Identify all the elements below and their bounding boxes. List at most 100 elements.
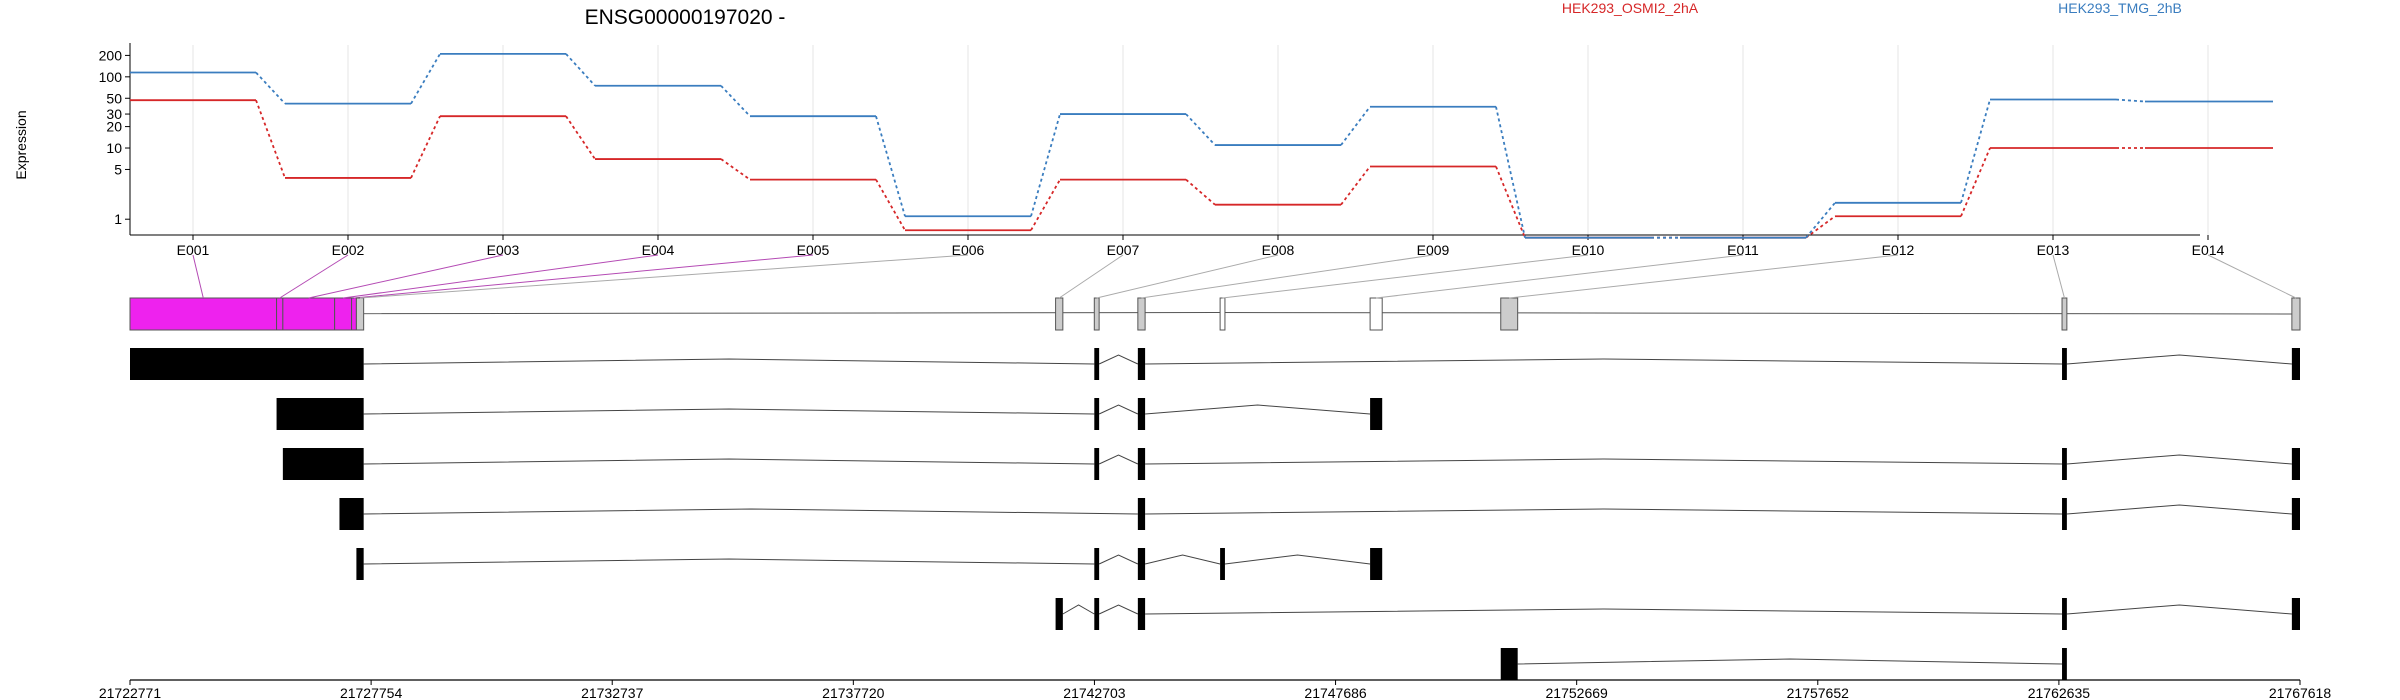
exon-connector-e013 [2052, 254, 2065, 299]
x-tick-label-e008: E008 [1262, 242, 1295, 258]
transcript-2 [276, 398, 1383, 430]
y-tick-label-50: 50 [106, 90, 122, 106]
transcript-4-exon-3 [2062, 498, 2067, 530]
transcript-4-intron-2 [1145, 508, 2063, 515]
series-0-link-e002 [410, 115, 441, 179]
exon-connector-e004 [343, 254, 659, 299]
series-0-link-e007 [1185, 178, 1216, 206]
series-1-link-e008 [1340, 106, 1371, 146]
series-1-link-e012 [1960, 99, 1991, 204]
x-tick-label-e004: E004 [642, 242, 675, 258]
exon-e001 [129, 297, 278, 331]
transcript-7-exon-2 [2062, 648, 2067, 680]
series-1-link-e013 [2115, 98, 2146, 103]
transcript-2-intron-1 [363, 408, 1095, 415]
transcript-6-intron-1 [1062, 604, 1095, 615]
exon-e007 [1055, 297, 1064, 331]
x-tick-label-e005: E005 [797, 242, 830, 258]
transcript-5-exon-1 [356, 548, 364, 580]
x-tick-label-e001: E001 [177, 242, 210, 258]
transcript-6-exon-2 [1094, 598, 1100, 630]
transcript-4-exon-4 [2291, 498, 2300, 530]
transcript-3-exon-1 [282, 448, 364, 480]
series-0-link-e006 [1030, 179, 1061, 231]
transcript-1-exon-3 [1137, 348, 1146, 380]
legend-label-tmg: HEK293_TMG_2hB [2058, 0, 2182, 16]
genomic-tick-label-21722771: 21722771 [99, 685, 162, 700]
series-0-link-e001 [255, 99, 286, 179]
exon-connector-e007 [1058, 254, 1124, 299]
x-tick-label-e014: E014 [2192, 242, 2225, 258]
transcript-6-exon-3 [1137, 598, 1146, 630]
transcript-1-intron-4 [2066, 354, 2292, 365]
y-axis-label: Expression [13, 110, 29, 179]
transcript-1-exon-1 [130, 348, 364, 380]
series-1-link-e009 [1495, 106, 1526, 238]
x-tick-label-e012: E012 [1882, 242, 1915, 258]
x-tick-label-e003: E003 [487, 242, 520, 258]
genomic-tick-label-21762635: 21762635 [2028, 685, 2091, 700]
exon-e009 [1137, 297, 1146, 331]
exon-connector-e005 [353, 254, 814, 299]
transcript-2-exon-2 [1094, 398, 1100, 430]
y-tick-label-30: 30 [106, 106, 122, 122]
exon-connector-e009 [1141, 254, 1434, 299]
series-0-link-e011 [1805, 215, 1836, 239]
transcript-4-exon-2 [1137, 498, 1146, 530]
x-tick-label-e006: E006 [952, 242, 985, 258]
transcript-1 [130, 348, 2300, 380]
series-1-link-e003 [565, 53, 596, 87]
transcript-7-intron-1 [1517, 658, 2063, 665]
genomic-tick-label-21752669: 21752669 [1546, 685, 1609, 700]
exon-e004 [334, 297, 353, 331]
x-tick-label-e002: E002 [332, 242, 365, 258]
transcript-3-intron-3 [1145, 458, 2063, 465]
transcript-4 [339, 498, 2300, 530]
transcript-1-exon-5 [2291, 348, 2300, 380]
series-0-link-e003 [565, 115, 596, 160]
transcript-2-exon-1 [276, 398, 364, 430]
x-tick-label-e007: E007 [1107, 242, 1140, 258]
genomic-tick-label-21747686: 21747686 [1304, 685, 1367, 700]
transcript-2-intron-2 [1098, 404, 1139, 415]
series-0-link-e008 [1340, 165, 1371, 206]
genomic-tick-label-21767618: 21767618 [2269, 685, 2332, 700]
x-tick-label-e011: E011 [1727, 242, 1759, 258]
x-tick-label-e009: E009 [1417, 242, 1450, 258]
exon-connector-e014 [2207, 254, 2297, 299]
transcript-2-exon-4 [1370, 398, 1383, 430]
transcript-2-exon-3 [1137, 398, 1146, 430]
exon-e011 [1369, 297, 1383, 331]
transcript-6-exon-5 [2291, 598, 2300, 630]
transcript-3-intron-1 [363, 458, 1095, 465]
transcript-2-intron-3 [1145, 404, 1371, 415]
transcript-5-exon-2 [1094, 548, 1100, 580]
transcript-6-intron-2 [1098, 604, 1139, 615]
genomic-tick-label-21737720: 21737720 [822, 685, 885, 700]
exon-connector-e001 [192, 254, 204, 299]
series-hek293_osmi2_2ha [130, 99, 2273, 239]
series-1-link-e006 [1030, 113, 1061, 217]
transcript-5-intron-3 [1144, 554, 1221, 565]
transcript-3-exon-4 [2062, 448, 2067, 480]
transcript-6 [1055, 598, 2300, 630]
transcript-3-exon-5 [2291, 448, 2300, 480]
transcript-5-intron-4 [1224, 554, 1371, 565]
exon-connector-e010 [1222, 254, 1589, 299]
series-0-link-e005 [875, 179, 906, 231]
series-hek293_tmg_2hb [130, 52, 2273, 239]
genomic-tick-label-21742703: 21742703 [1063, 685, 1126, 700]
series-1-link-e004 [720, 85, 751, 117]
exon-connector-e003 [308, 254, 504, 299]
transcript-4-exon-1 [339, 498, 364, 530]
y-tick-label-10: 10 [106, 140, 122, 156]
transcript-3 [282, 448, 2300, 480]
transcript-1-exon-4 [2062, 348, 2067, 380]
transcript-6-intron-3 [1145, 608, 2063, 615]
exon-e006 [355, 297, 365, 331]
y-tick-label-100: 100 [99, 69, 123, 85]
transcript-1-intron-1 [363, 358, 1095, 365]
exon-e014 [2291, 297, 2301, 331]
